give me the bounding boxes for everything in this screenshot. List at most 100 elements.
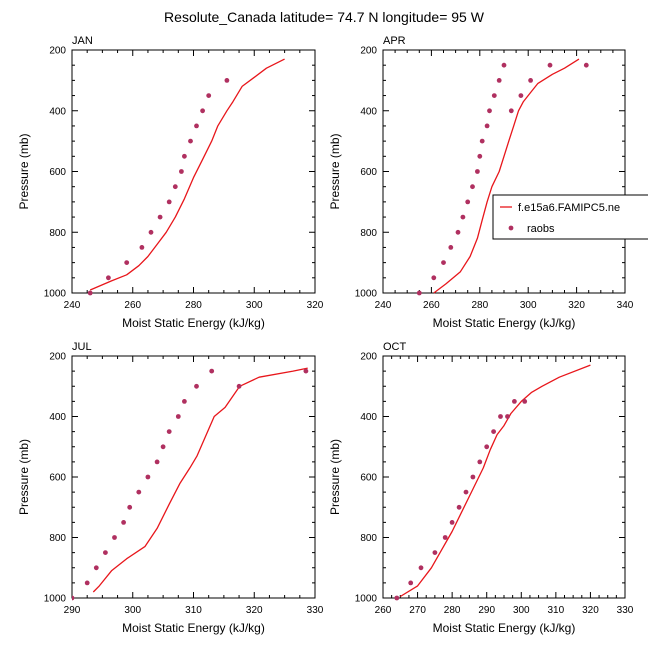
obs-point — [72, 595, 75, 601]
obs-point — [442, 535, 448, 540]
obs-point — [465, 199, 471, 205]
obs-point — [463, 489, 469, 495]
obs-point — [583, 62, 589, 68]
figure-title: Resolute_Canada latitude= 74.7 N longitu… — [164, 9, 485, 25]
obs-point — [432, 550, 438, 555]
obs-point — [236, 383, 242, 389]
x-tick-label: 320 — [307, 300, 324, 311]
model-line — [399, 364, 591, 598]
plot-frame — [382, 49, 626, 294]
obs-point — [112, 535, 117, 540]
obs-point — [175, 414, 181, 419]
legend-obs-label: raobs — [527, 223, 555, 235]
obs-point — [528, 78, 533, 83]
obs-point — [460, 214, 466, 220]
x-tick-label: 290 — [64, 605, 81, 616]
obs-point — [127, 504, 133, 510]
obs-point — [188, 138, 193, 144]
obs-point — [475, 169, 480, 174]
legend-obs-marker — [508, 225, 514, 231]
obs-point — [479, 138, 485, 144]
y-tick-label: 800 — [49, 533, 66, 544]
obs-point — [93, 565, 99, 571]
obs-point — [224, 78, 230, 83]
obs-point — [487, 108, 492, 114]
obs-point — [303, 368, 309, 374]
legend: f.e15a6.FAMIPC5.ne raobs — [492, 194, 648, 240]
model-line — [433, 58, 580, 294]
obs-point — [136, 489, 142, 495]
y-tick-label: 1000 — [355, 594, 378, 605]
x-tick-label: 340 — [617, 300, 634, 311]
x-tick-label: 260 — [375, 605, 392, 616]
y-tick-label: 200 — [360, 46, 377, 57]
obs-point — [87, 290, 93, 296]
x-tick-label: 300 — [124, 605, 141, 616]
obs-point — [84, 580, 90, 586]
obs-point — [449, 520, 455, 525]
obs-point — [448, 245, 454, 250]
data-layer — [394, 364, 591, 601]
y-tick-label: 600 — [49, 167, 66, 178]
obs-point — [455, 229, 461, 235]
x-tick-label: 320 — [582, 605, 599, 616]
y-tick-label: 400 — [360, 106, 377, 117]
panel-title: JAN — [72, 35, 93, 47]
obs-point — [157, 214, 163, 220]
obs-point — [512, 399, 517, 404]
x-tick-label: 260 — [124, 300, 141, 311]
obs-point — [172, 184, 178, 190]
x-tick-label: 320 — [246, 605, 263, 616]
obs-point — [470, 474, 476, 480]
y-tick-label: 400 — [49, 412, 66, 423]
obs-point — [182, 399, 187, 404]
y-tick-label: 600 — [49, 473, 66, 484]
x-tick-label: 280 — [444, 605, 461, 616]
obs-point — [154, 459, 160, 465]
y-axis-label: Pressure (mb) — [17, 133, 31, 209]
obs-point — [498, 414, 503, 419]
obs-point — [182, 153, 187, 159]
x-axis-label: Moist Static Energy (kJ/kg) — [122, 621, 265, 635]
obs-point — [148, 229, 154, 235]
x-tick-label: 300 — [246, 300, 263, 311]
x-tick-label: 290 — [478, 605, 495, 616]
obs-point — [416, 290, 422, 296]
x-axis-label: Moist Static Energy (kJ/kg) — [433, 316, 576, 330]
y-tick-label: 1000 — [44, 594, 67, 605]
obs-point — [160, 444, 166, 450]
obs-point — [103, 550, 108, 555]
obs-point — [491, 93, 497, 98]
data-layer — [87, 58, 285, 296]
data-layer — [416, 58, 589, 296]
panel-title: APR — [383, 35, 406, 47]
obs-point — [456, 504, 462, 510]
obs-point — [418, 565, 424, 571]
x-tick-label: 260 — [423, 300, 440, 311]
model-line — [92, 367, 308, 593]
y-tick-label: 200 — [49, 46, 66, 57]
obs-point — [508, 108, 514, 114]
x-tick-label: 300 — [513, 605, 530, 616]
x-tick-label: 240 — [375, 300, 392, 311]
x-tick-label: 310 — [185, 605, 202, 616]
obs-point — [547, 62, 553, 68]
y-tick-label: 800 — [360, 533, 377, 544]
y-tick-label: 600 — [360, 167, 377, 178]
panel-title: JUL — [72, 341, 92, 353]
obs-point — [166, 429, 172, 434]
y-tick-label: 400 — [49, 106, 66, 117]
y-tick-label: 1000 — [355, 289, 378, 300]
obs-point — [431, 275, 437, 281]
obs-point — [441, 260, 446, 265]
obs-point — [139, 245, 145, 250]
obs-point — [209, 368, 215, 374]
obs-point — [145, 474, 151, 480]
y-tick-label: 200 — [360, 352, 377, 363]
plot-frame — [71, 355, 316, 599]
